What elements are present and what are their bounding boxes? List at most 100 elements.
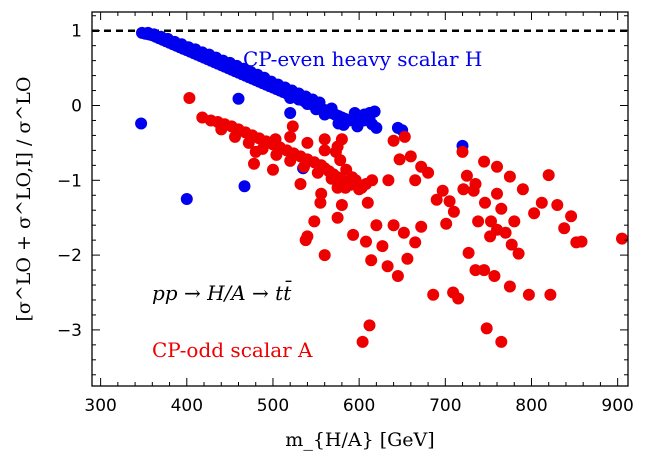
data-point bbox=[491, 187, 503, 200]
data-point bbox=[301, 98, 314, 110]
data-point bbox=[325, 172, 338, 185]
data-point bbox=[286, 120, 299, 133]
data-point bbox=[565, 210, 578, 223]
data-point bbox=[503, 280, 516, 293]
data-point bbox=[422, 166, 435, 179]
data-point bbox=[318, 144, 331, 157]
data-point bbox=[469, 264, 482, 277]
tick-labels: 300 400 500 600 700 800 900 −3 −2 −1 0 1 bbox=[57, 22, 634, 416]
data-point bbox=[365, 254, 378, 267]
data-point bbox=[484, 230, 497, 243]
data-point bbox=[404, 150, 417, 163]
data-point bbox=[335, 133, 348, 146]
data-point bbox=[294, 178, 307, 190]
data-point bbox=[238, 180, 251, 193]
y-tick-label: 1 bbox=[71, 22, 82, 42]
data-point bbox=[499, 226, 512, 239]
data-point bbox=[267, 163, 279, 176]
data-point bbox=[284, 130, 297, 143]
data-points bbox=[135, 26, 628, 348]
data-point bbox=[456, 145, 469, 158]
plot-frame bbox=[91, 11, 629, 387]
data-point bbox=[491, 160, 503, 173]
process-label: pp → H/A → tt̄ bbox=[152, 280, 292, 305]
data-point bbox=[315, 187, 328, 200]
data-point bbox=[535, 196, 548, 209]
data-point bbox=[452, 292, 465, 305]
data-point bbox=[331, 211, 344, 224]
data-point bbox=[522, 288, 535, 301]
x-tick-label: 500 bbox=[257, 396, 289, 416]
data-point bbox=[356, 335, 369, 348]
data-point bbox=[575, 235, 588, 248]
data-point bbox=[314, 196, 327, 209]
data-point bbox=[351, 120, 364, 133]
data-point bbox=[409, 236, 422, 249]
data-point bbox=[427, 288, 440, 301]
data-point bbox=[381, 260, 394, 273]
data-point bbox=[284, 107, 297, 119]
data-point bbox=[382, 174, 395, 187]
data-point bbox=[479, 196, 491, 209]
data-point bbox=[358, 108, 371, 121]
data-point bbox=[311, 166, 324, 179]
data-point bbox=[183, 92, 196, 104]
data-point bbox=[135, 117, 148, 130]
data-point bbox=[616, 232, 628, 245]
x-tick-label: 900 bbox=[601, 396, 633, 416]
data-point bbox=[270, 148, 283, 161]
data-point bbox=[284, 154, 297, 167]
x-tick-label: 800 bbox=[515, 396, 547, 416]
data-point bbox=[544, 288, 557, 301]
data-point bbox=[370, 121, 383, 134]
data-point bbox=[436, 184, 449, 197]
data-point bbox=[334, 154, 347, 167]
x-tick-label: 600 bbox=[343, 396, 375, 416]
data-point bbox=[363, 319, 376, 332]
data-point bbox=[528, 207, 541, 220]
data-point bbox=[387, 219, 400, 232]
x-tick-label: 700 bbox=[429, 396, 461, 416]
cp-odd-label: CP-odd scalar A bbox=[152, 338, 313, 362]
data-point bbox=[516, 183, 529, 196]
data-point bbox=[398, 130, 411, 143]
data-point bbox=[551, 199, 564, 211]
x-tick-label: 400 bbox=[171, 396, 203, 416]
data-point bbox=[440, 217, 453, 230]
data-point bbox=[215, 123, 228, 136]
data-point bbox=[478, 264, 491, 277]
data-point bbox=[503, 170, 516, 183]
data-point bbox=[298, 160, 310, 173]
series-cp-even bbox=[135, 26, 469, 205]
data-point bbox=[488, 270, 501, 282]
axis-ticks bbox=[92, 12, 628, 386]
data-point bbox=[308, 215, 321, 228]
data-point bbox=[366, 174, 379, 187]
data-point bbox=[229, 130, 241, 143]
data-point bbox=[485, 215, 497, 228]
data-point bbox=[393, 153, 406, 166]
data-point bbox=[401, 252, 414, 265]
data-point bbox=[318, 133, 331, 146]
data-point bbox=[242, 136, 255, 149]
data-point bbox=[443, 195, 456, 208]
data-point bbox=[472, 215, 485, 228]
data-point bbox=[331, 181, 344, 194]
data-point bbox=[232, 92, 245, 105]
data-point bbox=[332, 117, 345, 130]
data-point bbox=[495, 202, 508, 215]
data-point bbox=[467, 184, 480, 197]
cp-even-label: CP-even heavy scalar H bbox=[243, 47, 482, 71]
data-point bbox=[318, 249, 331, 262]
data-point bbox=[495, 335, 508, 348]
y-tick-label: −3 bbox=[57, 321, 82, 341]
data-point bbox=[409, 174, 422, 187]
data-point bbox=[269, 133, 282, 146]
y-tick-label: −2 bbox=[57, 246, 82, 266]
data-point bbox=[249, 145, 262, 158]
data-point bbox=[347, 228, 360, 241]
data-point bbox=[325, 102, 338, 115]
series-cp-odd bbox=[183, 92, 628, 348]
data-point bbox=[360, 235, 372, 248]
